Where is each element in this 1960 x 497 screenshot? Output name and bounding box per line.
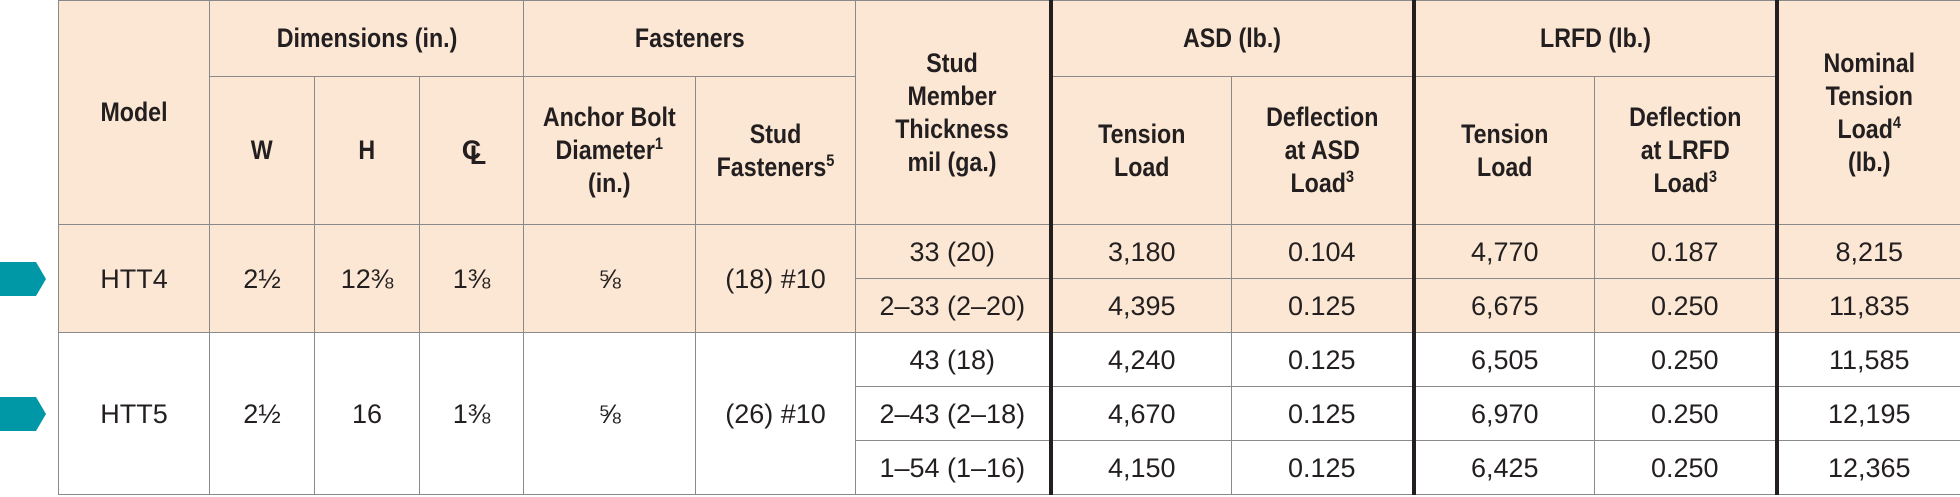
cl-cell: 1⅜ — [418, 224, 525, 333]
col-asd-deflection: Deflection at ASD Load3 — [1231, 76, 1415, 225]
lrfd-deflection-cell: 0.250 — [1594, 386, 1778, 441]
col-dimensions: Dimensions (in.) — [208, 0, 525, 77]
col-anchor-bolt: Anchor Bolt Diameter1 (in.) — [523, 76, 697, 225]
asd-deflection-cell: 0.104 — [1231, 224, 1415, 279]
col-stud-member: Stud Member Thickness mil (ga.) — [855, 0, 1052, 225]
table-row: 2–33 (2–20) 4,395 0.125 6,675 0.250 11,8… — [59, 278, 1960, 333]
row-marker-icon — [0, 262, 46, 296]
lrfd-tension-cell: 4,770 — [1411, 224, 1596, 279]
stud-cell: 2–33 (2–20) — [855, 278, 1052, 333]
lrfd-tension-cell: 6,970 — [1411, 386, 1596, 441]
nominal-cell: 11,585 — [1774, 332, 1960, 387]
nominal-cell: 12,195 — [1774, 386, 1960, 441]
col-lrfd-deflection: Deflection at LRFD Load3 — [1594, 76, 1778, 225]
lrfd-deflection-cell: 0.250 — [1594, 278, 1778, 333]
col-w: W — [209, 76, 315, 225]
lrfd-tension-cell: 6,425 — [1411, 440, 1596, 495]
col-stud-fasteners: Stud Fasteners5 — [695, 76, 857, 225]
anchor-cell: ⅝ — [523, 332, 697, 495]
table-row: HTT4 2½ 12⅜ 1⅜ ⅝ (18) #10 33 (20) 3,180 … — [58, 224, 1960, 333]
asd-tension-cell: 4,150 — [1048, 440, 1233, 495]
lrfd-tension-cell: 6,505 — [1411, 332, 1596, 387]
nominal-cell: 12,365 — [1774, 440, 1960, 495]
asd-deflection-cell: 0.125 — [1231, 386, 1415, 441]
col-h: H — [314, 76, 420, 225]
nominal-cell: 11,835 — [1774, 278, 1960, 333]
col-nominal: Nominal Tension Load4 (lb.) — [1774, 0, 1960, 225]
lrfd-deflection-cell: 0.187 — [1594, 224, 1778, 279]
asd-tension-cell: 4,670 — [1048, 386, 1233, 441]
col-asd-tension: Tension Load — [1048, 76, 1233, 225]
h-cell: 12⅜ — [314, 224, 420, 333]
asd-tension-cell: 3,180 — [1048, 224, 1233, 279]
asd-deflection-cell: 0.125 — [1231, 440, 1415, 495]
lrfd-tension-cell: 6,675 — [1411, 278, 1596, 333]
w-cell: 2½ — [209, 224, 315, 333]
fasteners-cell: (26) #10 — [695, 332, 857, 495]
lrfd-deflection-cell: 0.250 — [1594, 440, 1778, 495]
asd-tension-cell: 4,240 — [1048, 332, 1233, 387]
col-lrfd-tension: Tension Load — [1411, 76, 1596, 225]
col-model: Model — [58, 0, 210, 225]
table-row: 2–43 (2–18) 4,670 0.125 6,970 0.250 12,1… — [59, 386, 1960, 441]
h-cell: 16 — [314, 332, 420, 495]
model-cell: HTT4 — [58, 224, 210, 333]
stud-cell: 33 (20) — [855, 224, 1052, 279]
stud-cell: 43 (18) — [855, 332, 1052, 387]
nominal-cell: 8,215 — [1774, 224, 1960, 279]
anchor-cell: ⅝ — [523, 224, 697, 333]
col-asd: ASD (lb.) — [1048, 0, 1415, 77]
w-cell: 2½ — [209, 332, 315, 495]
lrfd-deflection-cell: 0.250 — [1594, 332, 1778, 387]
stud-cell: 2–43 (2–18) — [855, 386, 1052, 441]
asd-deflection-cell: 0.125 — [1231, 332, 1415, 387]
col-lrfd: LRFD (lb.) — [1411, 0, 1778, 77]
model-cell: HTT5 — [58, 332, 210, 495]
asd-deflection-cell: 0.125 — [1231, 278, 1415, 333]
stud-cell: 1–54 (1–16) — [855, 440, 1052, 495]
table-row: 1–54 (1–16) 4,150 0.125 6,425 0.250 12,3… — [59, 440, 1960, 495]
table-row: HTT5 2½ 16 1⅜ ⅝ (26) #10 43 (18) 4,240 0… — [58, 332, 1960, 495]
cl-cell: 1⅜ — [418, 332, 525, 495]
row-marker-icon — [0, 397, 46, 431]
load-table: Model Dimensions (in.) Fasteners Stud Mem… — [58, 0, 1960, 495]
fasteners-cell: (18) #10 — [695, 224, 857, 333]
col-fasteners: Fasteners — [523, 0, 857, 77]
asd-tension-cell: 4,395 — [1048, 278, 1233, 333]
